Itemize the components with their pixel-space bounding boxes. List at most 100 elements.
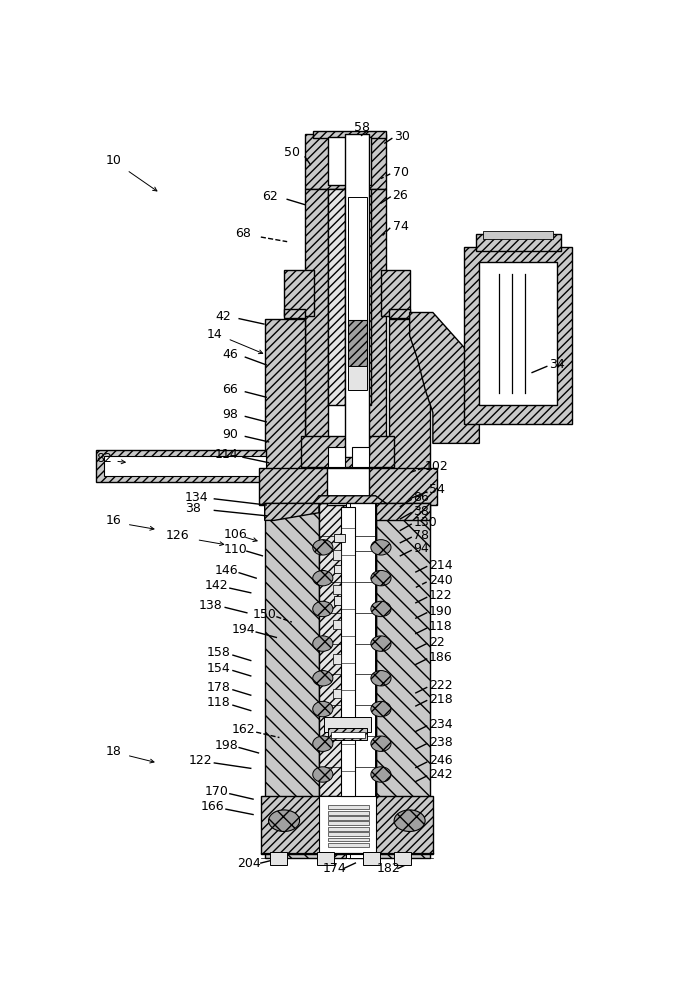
- Bar: [390, 309, 411, 318]
- Polygon shape: [376, 503, 430, 520]
- Text: 94: 94: [413, 542, 429, 555]
- Text: 30: 30: [394, 130, 410, 143]
- Bar: [284, 309, 305, 318]
- Ellipse shape: [313, 701, 333, 717]
- Bar: [328, 189, 345, 405]
- Text: 234: 234: [429, 718, 453, 731]
- Text: 62: 62: [262, 190, 278, 204]
- Text: 90: 90: [222, 428, 238, 441]
- Text: 18: 18: [106, 745, 122, 758]
- Text: 134: 134: [185, 491, 209, 504]
- Bar: [390, 319, 430, 480]
- Text: 82: 82: [96, 452, 112, 465]
- Text: 14: 14: [207, 328, 222, 341]
- Ellipse shape: [371, 736, 391, 751]
- Text: 146: 146: [214, 564, 238, 577]
- Text: 130: 130: [413, 516, 437, 529]
- Bar: [348, 320, 367, 366]
- Text: 198: 198: [214, 739, 238, 752]
- Text: 182: 182: [377, 862, 401, 875]
- Text: 166: 166: [201, 800, 224, 813]
- Text: 174: 174: [323, 862, 347, 875]
- Ellipse shape: [313, 767, 333, 782]
- Text: 214: 214: [429, 559, 453, 572]
- Bar: [330, 732, 365, 738]
- Bar: [328, 816, 369, 820]
- Bar: [334, 596, 341, 605]
- Bar: [341, 507, 355, 796]
- Bar: [479, 262, 557, 405]
- Text: 218: 218: [429, 693, 453, 706]
- Text: 34: 34: [549, 358, 565, 371]
- Text: 66: 66: [222, 383, 238, 396]
- Text: 118: 118: [207, 696, 230, 709]
- Ellipse shape: [313, 601, 333, 617]
- Bar: [328, 838, 369, 841]
- Text: 178: 178: [207, 681, 230, 694]
- Text: 78: 78: [413, 529, 429, 542]
- Text: 42: 42: [216, 310, 232, 323]
- Ellipse shape: [313, 736, 333, 751]
- Text: 58: 58: [354, 121, 370, 134]
- Bar: [351, 447, 369, 466]
- Bar: [328, 827, 369, 831]
- Bar: [354, 189, 371, 405]
- Text: 190: 190: [429, 605, 453, 618]
- Text: 118: 118: [429, 620, 453, 633]
- Bar: [334, 565, 341, 573]
- Text: 162: 162: [232, 723, 255, 736]
- Ellipse shape: [313, 636, 333, 651]
- Bar: [328, 197, 371, 397]
- Bar: [258, 468, 437, 505]
- Text: 158: 158: [207, 646, 230, 659]
- Bar: [345, 134, 369, 457]
- Text: 150: 150: [253, 608, 277, 621]
- Bar: [264, 503, 319, 858]
- Polygon shape: [305, 134, 386, 189]
- Bar: [348, 197, 367, 320]
- Bar: [363, 189, 386, 466]
- Polygon shape: [313, 496, 386, 503]
- Text: 238: 238: [429, 736, 453, 749]
- Ellipse shape: [371, 671, 391, 686]
- Text: 110: 110: [223, 543, 248, 556]
- Bar: [104, 456, 267, 476]
- Text: 38: 38: [185, 502, 201, 515]
- Text: 122: 122: [429, 589, 453, 602]
- Text: 154: 154: [207, 662, 230, 675]
- Bar: [394, 852, 411, 865]
- Bar: [328, 832, 369, 836]
- Bar: [313, 131, 386, 138]
- Bar: [326, 468, 369, 505]
- Text: 16: 16: [106, 514, 122, 527]
- Polygon shape: [264, 503, 319, 520]
- Text: 138: 138: [199, 599, 223, 612]
- Text: 222: 222: [429, 679, 453, 692]
- Text: 242: 242: [429, 768, 453, 781]
- Bar: [328, 728, 367, 740]
- Text: 22: 22: [429, 636, 445, 649]
- Bar: [349, 503, 376, 858]
- Bar: [333, 689, 341, 698]
- Ellipse shape: [371, 570, 391, 586]
- Bar: [96, 450, 267, 482]
- Text: 68: 68: [236, 227, 251, 240]
- Bar: [270, 852, 287, 865]
- Bar: [324, 717, 371, 732]
- Bar: [381, 270, 411, 316]
- Ellipse shape: [313, 671, 333, 686]
- Text: 10: 10: [106, 154, 122, 167]
- Bar: [464, 247, 572, 424]
- Text: 102: 102: [425, 460, 449, 473]
- Text: 186: 186: [429, 651, 453, 664]
- Text: 70: 70: [392, 166, 409, 179]
- Ellipse shape: [313, 570, 333, 586]
- Bar: [305, 189, 328, 466]
- Bar: [333, 585, 341, 594]
- Text: 114: 114: [214, 448, 238, 461]
- Bar: [328, 805, 369, 809]
- Text: 26: 26: [392, 189, 409, 202]
- Text: 194: 194: [232, 623, 255, 636]
- Bar: [333, 620, 341, 629]
- Ellipse shape: [371, 540, 391, 555]
